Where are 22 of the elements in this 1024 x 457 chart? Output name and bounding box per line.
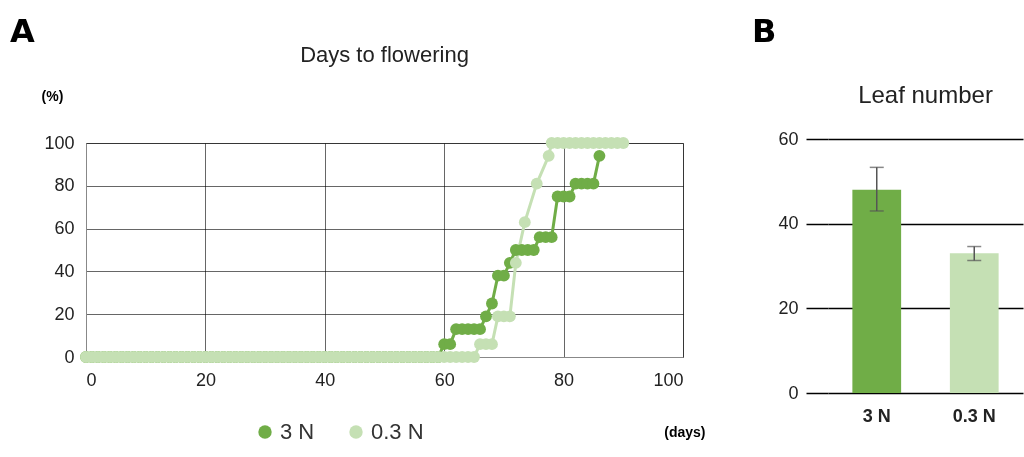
- text: B: [752, 12, 777, 50]
- text: A: [10, 12, 35, 50]
- y-tick-label: 0: [64, 346, 75, 367]
- y-tick-label: 0: [788, 382, 799, 403]
- y-tick-label: 40: [54, 260, 75, 281]
- x-tick-label: 40: [315, 369, 336, 390]
- y-tick-label: 20: [778, 297, 799, 318]
- chart-title: Days to flowering: [300, 42, 469, 67]
- y-axis-title: (%): [41, 87, 64, 104]
- chart-title: Leaf number: [858, 81, 993, 108]
- y-tick-label: 100: [44, 132, 75, 153]
- x-tick-label: 0: [86, 369, 97, 390]
- x-axis-title: (days): [664, 423, 706, 440]
- x-tick-label: 20: [195, 369, 216, 390]
- y-tick-label: 60: [54, 218, 75, 239]
- x-tick-label: 60: [434, 369, 455, 390]
- y-tick-label: 80: [54, 175, 75, 196]
- y-tick-label: 40: [778, 213, 799, 234]
- x-tick-label: 80: [554, 369, 575, 390]
- y-tick-label: 60: [778, 128, 799, 149]
- x-tick-label: 100: [653, 369, 684, 390]
- y-tick-label: 20: [54, 303, 75, 324]
